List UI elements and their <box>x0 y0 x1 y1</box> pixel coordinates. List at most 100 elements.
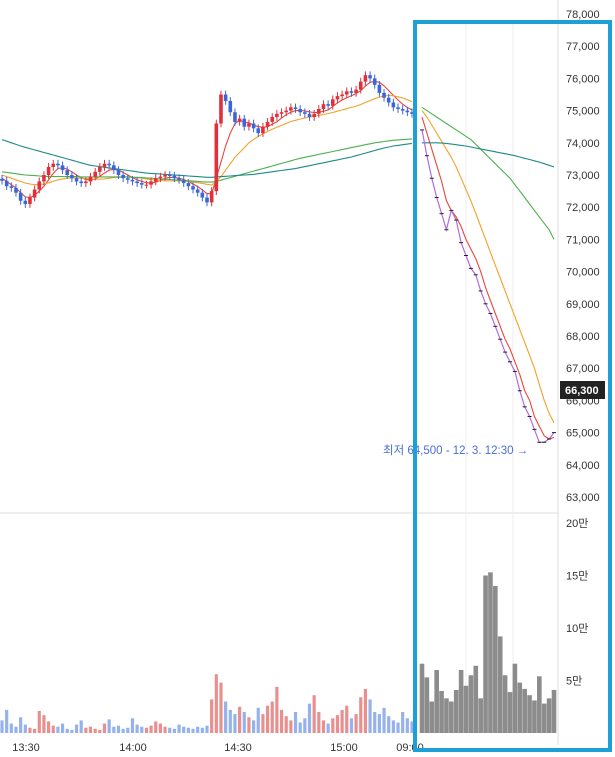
candle-body <box>237 118 242 122</box>
volume-bar <box>42 715 46 733</box>
volume-bar <box>473 665 479 733</box>
volume-bar <box>135 724 139 733</box>
volume-bar <box>317 712 321 733</box>
candle-body <box>56 163 60 166</box>
price-tick-label: 75,000 <box>566 106 600 118</box>
candle-body <box>410 112 414 114</box>
candle-body <box>32 189 37 198</box>
volume-bar <box>439 691 444 733</box>
volume-bar <box>275 686 279 733</box>
candle-body <box>125 178 130 180</box>
volume-bar <box>182 726 186 733</box>
volume-bar <box>228 709 232 733</box>
volume-bar <box>51 725 55 733</box>
volume-bar <box>424 677 430 733</box>
volume-bar <box>261 714 265 733</box>
price-tick-label: 73,000 <box>566 170 600 182</box>
volume-bar <box>163 726 167 733</box>
volume-bar <box>354 714 358 733</box>
candle-body <box>98 166 102 172</box>
volume-bar <box>434 670 439 733</box>
volume-bar <box>298 722 302 733</box>
candle-body <box>209 191 214 203</box>
candle-body <box>279 112 284 114</box>
volume-bar <box>116 725 121 733</box>
volume-bar <box>79 720 83 733</box>
candle-body <box>405 110 410 113</box>
volume-bar <box>242 712 246 733</box>
candle-body <box>377 84 382 93</box>
candle-body <box>65 170 70 175</box>
volume-bars <box>0 572 557 733</box>
volume-bar <box>289 720 293 733</box>
candle-body <box>391 102 396 108</box>
volume-bar <box>158 723 163 733</box>
volume-bar <box>177 724 181 733</box>
volume-tick-label: 5만 <box>566 675 582 688</box>
price-tick-label: 67,000 <box>566 363 600 375</box>
volume-tick-label: 15만 <box>566 570 588 583</box>
price-tick-label: 68,000 <box>566 331 600 343</box>
volume-bar <box>74 724 79 733</box>
candle-body <box>307 113 312 118</box>
candle-body <box>9 186 14 188</box>
candle-body <box>270 117 275 122</box>
price-tick-label: 63,000 <box>566 492 600 504</box>
candle-body <box>70 175 74 179</box>
volume-bar <box>46 721 51 733</box>
candle-body <box>400 108 405 111</box>
volume-bar <box>154 721 158 733</box>
volume-bar <box>382 707 386 733</box>
highlight-region <box>413 20 612 752</box>
candle-body <box>84 181 88 184</box>
volume-bar <box>331 718 335 733</box>
candle-body <box>335 96 340 100</box>
volume-bar <box>102 723 107 733</box>
candle-body <box>303 112 307 114</box>
price-tick-label: 78,000 <box>566 9 600 21</box>
session2-marks <box>420 129 556 443</box>
candle-body <box>172 175 177 179</box>
candle-body <box>186 183 191 187</box>
candle-body <box>386 97 391 103</box>
volume-bar <box>130 718 135 733</box>
volume-bar <box>210 699 214 733</box>
candle-body <box>298 108 302 113</box>
volume-bar <box>517 682 523 733</box>
volume-bar <box>396 722 400 733</box>
volume-bar <box>126 727 130 733</box>
volume-bar <box>419 663 425 733</box>
ma-line-session2 <box>421 110 555 424</box>
volume-bar <box>541 703 547 733</box>
candle-body <box>284 110 289 113</box>
axes: 78,000 77,000 76,000 75,000 74,000 73,000 72,0… <box>12 9 599 754</box>
volume-bar <box>363 688 368 733</box>
candle-body <box>358 81 363 90</box>
candle-body <box>317 108 321 114</box>
volume-bar <box>88 726 93 733</box>
candle-body <box>233 112 237 122</box>
candle-body <box>219 94 223 124</box>
volume-bar <box>23 724 27 733</box>
candle-body <box>153 178 158 182</box>
volume-bar <box>251 720 256 733</box>
candle-body <box>382 92 386 98</box>
candlesticks <box>0 71 414 208</box>
candle-body <box>4 180 9 187</box>
candle-body <box>14 187 18 193</box>
x-tick-label: 14:00 <box>119 742 147 754</box>
volume-bar <box>326 723 330 733</box>
volume-bar <box>56 726 60 733</box>
volume-bar <box>303 718 307 733</box>
volume-bar <box>65 728 69 733</box>
candle-body <box>0 178 4 181</box>
volume-bar <box>247 717 251 733</box>
volume-bar <box>93 728 97 733</box>
volume-bar <box>172 728 176 733</box>
volume-bar <box>28 727 32 733</box>
volume-bar <box>168 727 172 733</box>
candle-body <box>130 179 135 182</box>
volume-bar <box>512 663 518 733</box>
volume-bar <box>429 701 435 733</box>
volume-bar <box>205 725 209 733</box>
